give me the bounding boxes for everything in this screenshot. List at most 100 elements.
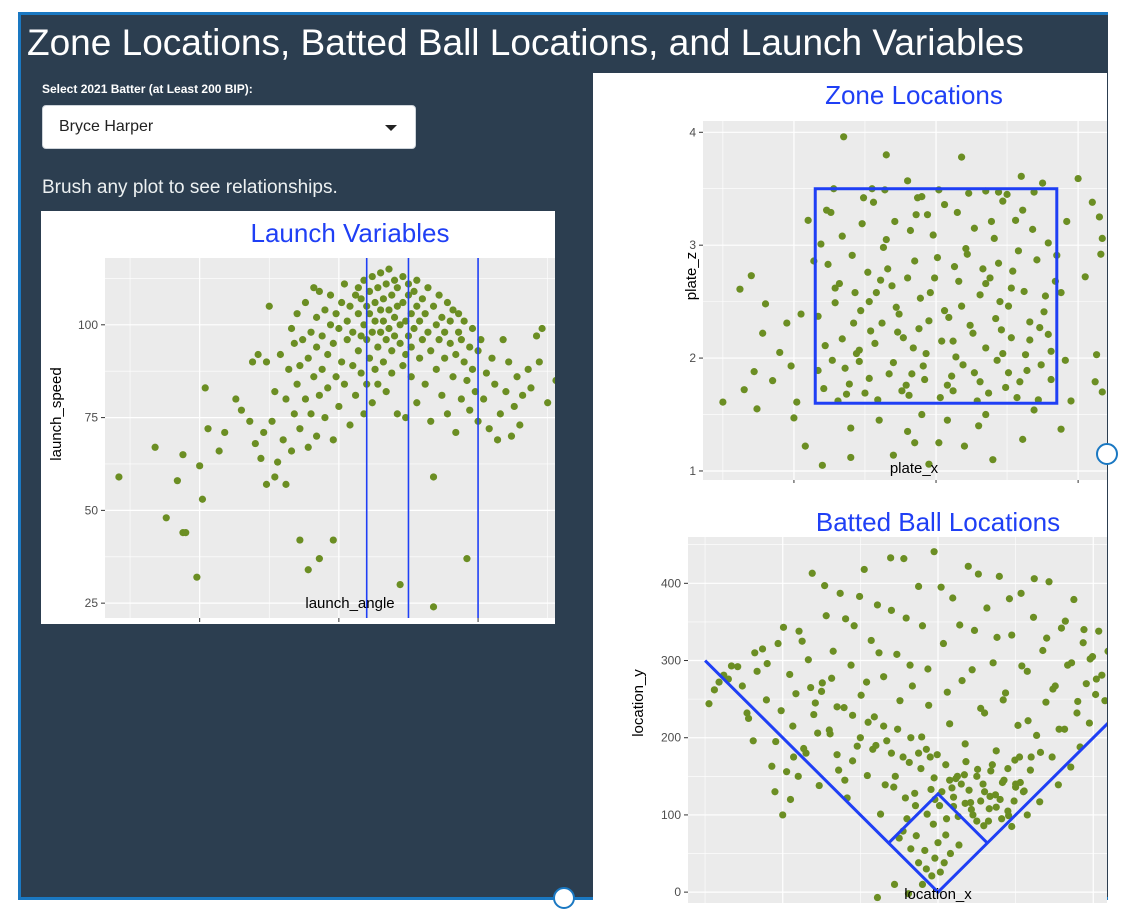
data-point — [872, 288, 880, 297]
data-point — [923, 211, 932, 219]
data-point — [304, 354, 312, 362]
launch-variables-chart[interactable]: -50 0 50 25 50 75 100 Launch Variables launch_an… — [41, 211, 555, 624]
data-point — [926, 753, 934, 761]
data-point — [867, 327, 875, 335]
data-point — [446, 317, 454, 325]
data-point — [975, 422, 983, 430]
data-point — [875, 416, 883, 424]
data-point — [1020, 287, 1028, 296]
data-point — [793, 398, 801, 406]
data-point — [902, 614, 910, 622]
data-point — [312, 343, 321, 351]
data-point — [976, 291, 984, 299]
batter-select[interactable]: Bryce Harper — [42, 105, 416, 149]
data-point — [335, 402, 343, 411]
data-point — [820, 384, 828, 393]
data-point — [368, 399, 376, 407]
data-point — [987, 217, 996, 226]
data-point — [925, 460, 933, 468]
data-point — [824, 260, 832, 268]
data-point — [282, 395, 290, 403]
data-point — [949, 337, 957, 345]
data-point — [287, 447, 296, 455]
data-point — [246, 417, 254, 425]
data-point — [996, 298, 1004, 306]
data-point — [921, 375, 929, 384]
launch-variables-plot-panel[interactable]: -50 0 50 25 50 75 100 Launch Variables launch_an… — [41, 211, 555, 624]
data-point — [452, 428, 460, 437]
data-point — [357, 295, 365, 303]
plot-background — [105, 258, 555, 618]
data-point — [901, 794, 909, 802]
data-point — [983, 604, 991, 612]
data-point — [393, 302, 401, 310]
data-point — [254, 350, 262, 359]
data-point — [301, 395, 310, 403]
data-point — [804, 216, 812, 224]
data-point — [851, 288, 859, 297]
data-point — [882, 151, 890, 159]
data-point — [959, 361, 967, 369]
data-point — [929, 820, 937, 828]
data-point — [792, 690, 800, 698]
data-point — [1086, 655, 1094, 663]
data-point — [786, 670, 794, 679]
data-point — [984, 817, 993, 825]
data-point — [884, 265, 892, 273]
data-point — [969, 811, 977, 819]
chart-title: Zone Locations — [825, 80, 1003, 110]
data-point — [957, 153, 966, 161]
data-point — [343, 336, 351, 344]
data-point — [468, 365, 477, 373]
data-point — [774, 639, 782, 648]
data-point — [326, 321, 335, 329]
data-point — [204, 425, 212, 433]
data-point — [1079, 639, 1087, 647]
resize-handle-right[interactable] — [1096, 443, 1118, 465]
data-point — [923, 810, 931, 818]
data-point — [993, 633, 1001, 641]
data-point — [769, 377, 777, 385]
data-point — [804, 656, 812, 664]
data-point — [390, 313, 399, 321]
data-point — [454, 328, 463, 336]
data-point — [321, 306, 329, 314]
chevron-down-icon[interactable] — [385, 125, 397, 131]
data-point — [935, 439, 943, 447]
data-point — [919, 362, 927, 370]
data-point — [891, 217, 899, 226]
data-point — [789, 722, 797, 730]
data-point — [874, 396, 882, 404]
data-point — [911, 789, 919, 797]
data-point — [1060, 725, 1069, 733]
batted-ball-locations-chart[interactable]: -20002000100200300400Batted Ball Locatio… — [593, 483, 1107, 903]
data-point — [1081, 273, 1089, 281]
data-point — [771, 788, 779, 796]
data-point — [335, 324, 343, 333]
data-point — [396, 321, 404, 329]
resize-handle-bottom[interactable] — [553, 887, 575, 909]
data-point — [1070, 595, 1078, 604]
y-axis-label: plate_z — [683, 252, 700, 300]
data-point — [285, 365, 293, 373]
data-point — [407, 343, 415, 351]
data-point — [980, 822, 988, 830]
data-point — [1098, 234, 1106, 243]
data-point — [967, 798, 975, 807]
data-point — [435, 336, 443, 344]
data-point — [898, 387, 906, 395]
data-point — [976, 378, 984, 386]
data-point — [900, 555, 908, 563]
data-point — [365, 310, 374, 318]
data-point — [368, 272, 376, 281]
data-point — [970, 224, 978, 232]
data-point — [1019, 435, 1027, 443]
data-point — [871, 339, 879, 347]
data-point — [882, 235, 890, 244]
data-point — [1004, 765, 1012, 773]
data-point — [257, 454, 265, 463]
data-point — [859, 194, 868, 202]
data-point — [1018, 662, 1026, 670]
